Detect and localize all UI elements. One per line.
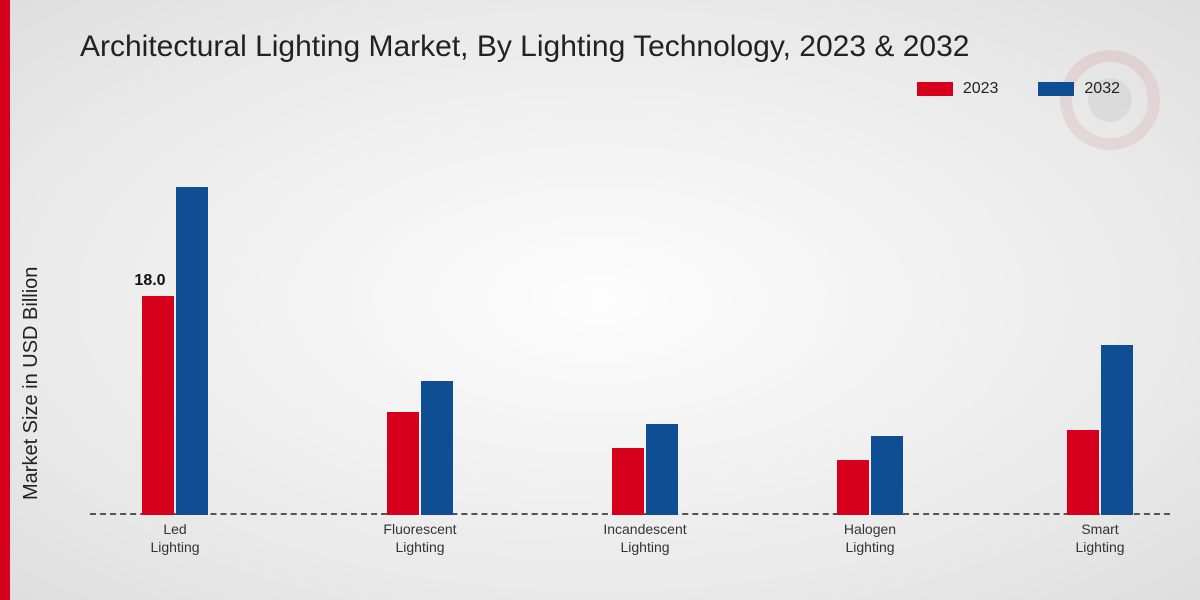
bar-group (370, 381, 470, 515)
legend-item-2023: 2023 (917, 80, 999, 98)
chart-container: Architectural Lighting Market, By Lighti… (0, 0, 1200, 600)
legend-label-2032: 2032 (1084, 80, 1120, 98)
bar (1101, 345, 1133, 515)
bar (1067, 430, 1099, 515)
bar (612, 448, 644, 515)
bar-value-label: 18.0 (125, 272, 175, 290)
x-axis-label: FluorescentLighting (340, 520, 500, 556)
bar (142, 296, 174, 515)
legend-label-2023: 2023 (963, 80, 999, 98)
bar-group (125, 187, 225, 516)
bar (646, 424, 678, 515)
bar-group (1050, 345, 1150, 515)
bar-group (595, 424, 695, 515)
legend-swatch-2032 (1038, 82, 1074, 96)
bar (176, 187, 208, 516)
left-accent-strip (0, 0, 10, 600)
legend-swatch-2023 (917, 82, 953, 96)
x-axis-label: LedLighting (95, 520, 255, 556)
bar (837, 460, 869, 515)
bar (387, 412, 419, 515)
plot-area: 18.0 (90, 150, 1170, 515)
x-axis-labels-container: LedLighting FluorescentLighting Incandesce… (90, 520, 1170, 570)
legend-item-2032: 2032 (1038, 80, 1120, 98)
legend: 2023 2032 (917, 80, 1120, 98)
x-axis-label: SmartLighting (1020, 520, 1180, 556)
x-axis-label: HalogenLighting (790, 520, 950, 556)
y-axis-label: Market Size in USD Billion (20, 267, 43, 500)
bar-group (820, 436, 920, 515)
bar (421, 381, 453, 515)
chart-title: Architectural Lighting Market, By Lighti… (80, 30, 969, 64)
watermark-logo (1060, 50, 1160, 150)
bar (871, 436, 903, 515)
x-axis-label: IncandescentLighting (565, 520, 725, 556)
